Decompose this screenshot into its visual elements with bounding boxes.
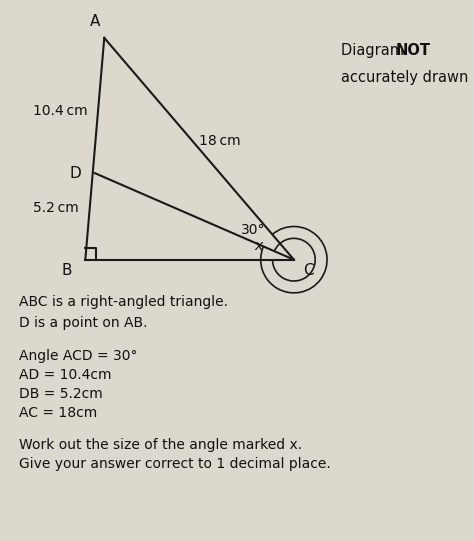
Text: Work out the size of the angle marked x.: Work out the size of the angle marked x. [19,438,302,452]
Text: Give your answer correct to 1 decimal place.: Give your answer correct to 1 decimal pl… [19,457,331,471]
Text: 18 cm: 18 cm [199,134,241,148]
Text: x: x [254,239,263,253]
Text: B: B [61,263,72,278]
Text: AC = 18cm: AC = 18cm [19,406,97,420]
Text: 30°: 30° [241,223,266,237]
Text: Diagram: Diagram [341,43,409,58]
Text: A: A [90,14,100,29]
Text: 10.4 cm: 10.4 cm [33,104,88,118]
Text: 5.2 cm: 5.2 cm [33,201,79,215]
Text: AD = 10.4cm: AD = 10.4cm [19,368,111,382]
Text: Angle ACD = 30°: Angle ACD = 30° [19,349,137,363]
Text: C: C [303,263,313,278]
Text: DB = 5.2cm: DB = 5.2cm [19,387,103,401]
Text: D: D [70,166,82,181]
Text: NOT: NOT [396,43,431,58]
Text: D is a point on AB.: D is a point on AB. [19,316,147,331]
Text: accurately drawn: accurately drawn [341,70,469,85]
Text: ABC is a right-angled triangle.: ABC is a right-angled triangle. [19,295,228,309]
